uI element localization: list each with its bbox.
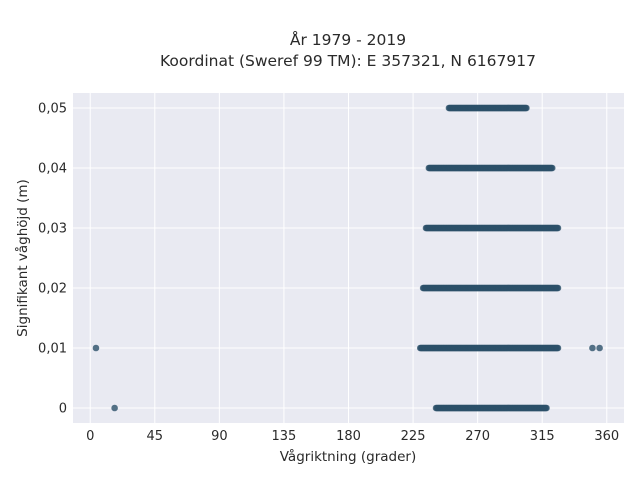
data-point — [589, 344, 596, 352]
x-tick-label: 45 — [147, 429, 164, 444]
data-point — [523, 104, 530, 112]
y-tick-label: 0,05 — [38, 102, 67, 117]
y-tick-label: 0,01 — [38, 342, 67, 357]
x-tick-label: 180 — [336, 429, 361, 444]
x-tick-label: 225 — [401, 429, 426, 444]
x-axis-ticks: 0 45 90 135 180 225 270 315 360 — [86, 429, 619, 444]
x-tick-label: 135 — [272, 429, 297, 444]
x-tick-label: 90 — [211, 429, 228, 444]
data-point — [554, 284, 562, 292]
data-point — [554, 224, 562, 232]
data-points — [92, 104, 603, 412]
y-tick-label: 0,04 — [38, 162, 67, 177]
x-tick-label: 360 — [594, 429, 619, 444]
data-point — [548, 164, 556, 172]
y-axis-label: Signifikant våghöjd (m) — [14, 179, 31, 337]
x-tick-label: 315 — [530, 429, 555, 444]
x-tick-label: 0 — [86, 429, 94, 444]
data-point — [92, 344, 100, 352]
chart-subtitle: Koordinat (Sweref 99 TM): E 357321, N 61… — [160, 52, 536, 70]
chart-title: År 1979 - 2019 — [290, 30, 406, 49]
data-band — [419, 284, 562, 292]
data-band — [425, 164, 556, 172]
y-tick-label: 0,03 — [38, 222, 67, 237]
data-band — [422, 224, 562, 232]
x-axis-label: Vågriktning (grader) — [280, 448, 417, 465]
data-point — [596, 344, 603, 352]
y-tick-label: 0,02 — [38, 282, 67, 297]
data-point — [543, 404, 550, 412]
data-point — [111, 404, 118, 412]
data-point — [554, 344, 562, 352]
data-band — [432, 404, 550, 412]
data-band — [416, 344, 562, 352]
data-band — [445, 104, 530, 112]
x-tick-label: 270 — [465, 429, 490, 444]
y-tick-label: 0 — [59, 402, 67, 417]
y-axis-ticks: 0 0,01 0,02 0,03 0,04 0,05 — [38, 102, 67, 417]
